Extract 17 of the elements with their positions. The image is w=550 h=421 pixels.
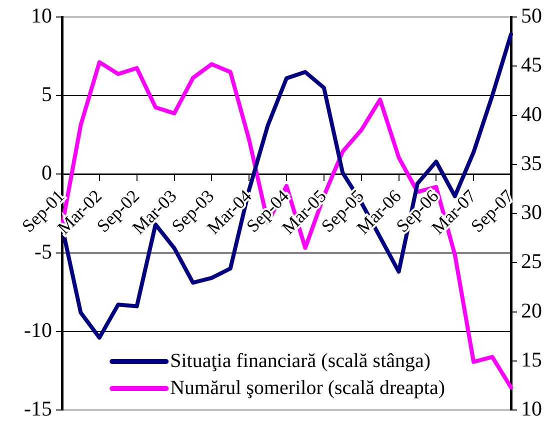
y-tick-label: 0 bbox=[42, 160, 52, 185]
y2-tick-label: 30 bbox=[521, 200, 542, 224]
y2-tick-label: 40 bbox=[521, 102, 542, 126]
y2-tick-label: 45 bbox=[521, 52, 542, 77]
y-tick-label: -10 bbox=[24, 318, 52, 342]
y2-tick-label: 15 bbox=[521, 347, 542, 372]
y-tick-label: 10 bbox=[31, 4, 52, 28]
y2-tick-label: 20 bbox=[521, 298, 542, 322]
y-tick-label: -5 bbox=[34, 239, 52, 264]
y2-tick-label: 35 bbox=[521, 150, 542, 175]
y2-tick-label: 10 bbox=[521, 396, 542, 421]
legend-label: Situaţia financiară (scală stânga) bbox=[170, 350, 431, 372]
y-tick-label: -15 bbox=[24, 396, 52, 421]
y2-tick-label: 50 bbox=[521, 4, 542, 28]
y2-tick-label: 25 bbox=[521, 249, 542, 274]
y-tick-label: 5 bbox=[42, 82, 52, 106]
legend-label: Numărul şomerilor (scală dreapta) bbox=[170, 376, 446, 399]
